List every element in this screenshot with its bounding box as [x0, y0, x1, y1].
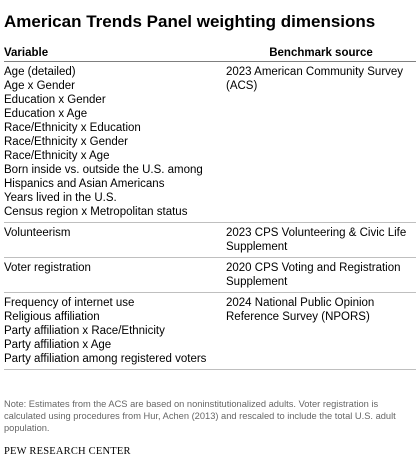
table-body: Age (detailed) Age x Gender Education x …: [4, 62, 416, 370]
variable-item: Education x Gender: [4, 94, 106, 106]
variable-item: Frequency of internet use: [4, 297, 135, 309]
table-row: Voter registration 2020 CPS Voting and R…: [4, 258, 416, 293]
variable-item: Education x Age: [4, 108, 88, 120]
variable-item: Voter registration: [4, 262, 91, 274]
table-header: Variable Benchmark source: [4, 46, 416, 62]
benchmark-source: 2023 CPS Volunteering & Civic Life Suppl…: [226, 227, 407, 253]
variable-item: Years lived in the U.S.: [4, 192, 117, 204]
variable-list: Voter registration: [4, 261, 226, 289]
variable-column-header: Variable: [4, 47, 49, 59]
benchmark-source: 2024 National Public Opinion Reference S…: [226, 297, 375, 323]
footnote: Note: Estimates from the ACS are based o…: [4, 399, 396, 433]
variable-item: Volunteerism: [4, 227, 71, 239]
benchmark-column-header: Benchmark source: [269, 47, 373, 59]
benchmark-source: 2020 CPS Voting and Registration Supplem…: [226, 262, 401, 288]
source-credit: PEW RESEARCH CENTER: [4, 446, 131, 457]
variable-item: Race/Ethnicity x Gender: [4, 136, 129, 148]
table-row: Age (detailed) Age x Gender Education x …: [4, 62, 416, 223]
variable-item: Census region x Metropolitan status: [4, 206, 188, 218]
variable-item: Race/Ethnicity x Education: [4, 122, 141, 134]
benchmark-source: 2023 American Community Survey (ACS): [226, 66, 404, 92]
variable-list: Volunteerism: [4, 226, 226, 254]
variable-item: Party affiliation x Age: [4, 339, 112, 351]
page: American Trends Panel weighting dimensio…: [4, 12, 416, 457]
variable-item: Party affiliation among registered voter…: [4, 353, 207, 365]
variable-item: Age (detailed): [4, 66, 76, 78]
variable-list: Age (detailed) Age x Gender Education x …: [4, 65, 226, 219]
table-row: Volunteerism 2023 CPS Volunteering & Civ…: [4, 223, 416, 258]
page-title: American Trends Panel weighting dimensio…: [4, 12, 376, 31]
variable-item: Age x Gender: [4, 80, 75, 92]
variable-item: Born inside vs. outside the U.S. among H…: [4, 164, 203, 190]
variable-item: Race/Ethnicity x Age: [4, 150, 110, 162]
variable-item: Religious affiliation: [4, 311, 100, 323]
variable-list: Frequency of internet use Religious affi…: [4, 296, 226, 366]
table-row: Frequency of internet use Religious affi…: [4, 293, 416, 370]
variable-item: Party affiliation x Race/Ethnicity: [4, 325, 165, 337]
